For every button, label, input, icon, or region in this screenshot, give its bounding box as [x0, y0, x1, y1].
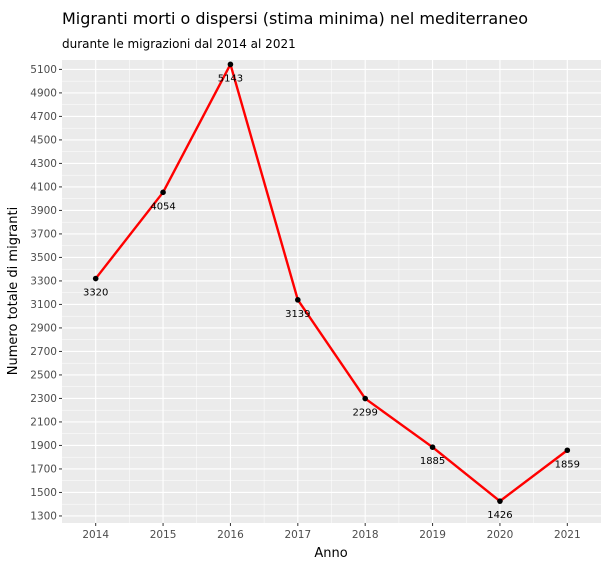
data-point	[92, 275, 99, 282]
data-point	[362, 395, 368, 402]
data-label: 1859	[555, 459, 580, 470]
data-point	[160, 189, 166, 196]
chart-subtitle: durante le migrazioni dal 2014 al 2021	[62, 37, 296, 51]
data-point	[227, 61, 234, 68]
x-tick-label: 2019	[419, 529, 446, 541]
data-point	[429, 444, 436, 451]
y-tick-label: 3100	[30, 299, 57, 311]
x-tick-label: 2021	[554, 529, 581, 541]
x-tick-label: 2014	[82, 529, 109, 541]
y-tick-label: 3300	[30, 276, 57, 288]
chart-title: Migranti morti o dispersi (stima minima)…	[62, 9, 528, 28]
y-tick-label: 5100	[30, 64, 57, 76]
data-point	[497, 498, 503, 504]
y-tick-label: 4300	[30, 158, 57, 170]
data-label: 5143	[218, 73, 243, 84]
y-tick-label: 4100	[30, 182, 57, 194]
x-tick-label: 2015	[150, 529, 177, 541]
data-label: 1426	[487, 510, 512, 521]
data-point	[564, 447, 571, 454]
x-tick-label: 2017	[284, 529, 311, 541]
y-tick-label: 2700	[30, 346, 57, 358]
data-label: 3320	[83, 288, 108, 299]
data-point	[295, 297, 301, 303]
y-tick-label: 3900	[30, 205, 57, 217]
y-tick-label: 1300	[30, 511, 57, 523]
data-label: 4054	[150, 201, 175, 212]
x-axis-title: Anno	[314, 546, 347, 561]
x-tick-label: 2020	[487, 529, 514, 541]
y-tick-label: 1500	[30, 487, 57, 499]
y-tick-label: 4500	[30, 135, 57, 147]
y-tick-label: 4900	[30, 88, 57, 100]
y-axis-title: Numero totale di migranti	[6, 207, 21, 375]
y-tick-label: 2100	[30, 417, 57, 429]
y-tick-label: 4700	[30, 111, 57, 123]
data-label: 1885	[420, 456, 445, 467]
grid-lines	[62, 60, 601, 523]
x-tick-label: 2016	[217, 529, 244, 541]
y-tick-label: 2500	[30, 370, 57, 382]
data-label: 2299	[352, 408, 377, 419]
y-tick-label: 1700	[30, 464, 57, 476]
x-tick-label: 2018	[352, 529, 379, 541]
y-tick-label: 2900	[30, 323, 57, 335]
y-tick-label: 3700	[30, 229, 57, 241]
y-tick-label: 2300	[30, 393, 57, 405]
axes: 1300 1500 1700 1900 2100 2300 2500 2700 2900 3100…	[30, 64, 580, 541]
data-labels: 3320 4054 5143 3139 2299 1885 1426 1859	[83, 73, 580, 521]
data-label: 3139	[285, 309, 310, 320]
y-tick-label: 1900	[30, 440, 57, 452]
series-line	[94, 63, 569, 503]
y-tick-label: 3500	[30, 252, 57, 264]
series	[92, 61, 571, 504]
